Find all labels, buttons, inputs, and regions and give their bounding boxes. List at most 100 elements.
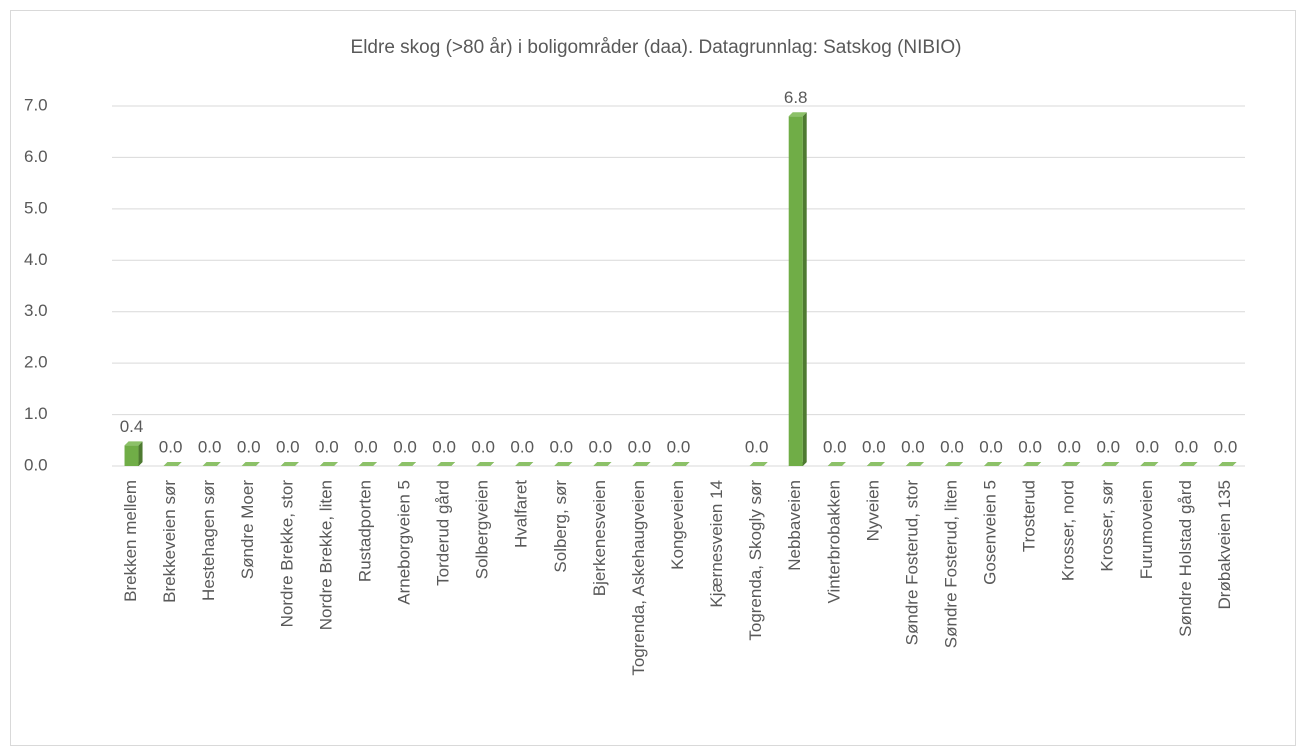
bar-top xyxy=(788,112,807,117)
x-tick-label: Rustadporten xyxy=(355,480,374,582)
y-tick-label: 7.0 xyxy=(24,95,48,114)
bar-top xyxy=(1140,462,1159,466)
x-tick-label: Brekkeveien sør xyxy=(160,480,179,603)
data-label: 0.0 xyxy=(667,437,691,456)
data-label: 0.0 xyxy=(1175,437,1199,456)
data-label: 0.0 xyxy=(432,437,456,456)
bar-top xyxy=(319,462,338,466)
x-tick-label: Søndre Fosterud, liten xyxy=(941,480,960,648)
bar-top xyxy=(1218,462,1237,466)
chart-title: Eldre skog (>80 år) i boligområder (daa)… xyxy=(351,37,962,58)
data-label: 0.0 xyxy=(628,437,652,456)
data-label: 0.0 xyxy=(315,437,339,456)
bar-top xyxy=(1179,462,1198,466)
data-label: 0.0 xyxy=(471,437,495,456)
x-tick-label: Drøbakveien 135 xyxy=(1215,480,1234,609)
data-label: 0.0 xyxy=(198,437,222,456)
y-tick-label: 5.0 xyxy=(24,198,48,217)
bar-top xyxy=(163,462,182,466)
x-tick-label: Nordre Brekke, liten xyxy=(316,480,335,630)
bar-top xyxy=(476,462,495,466)
x-tick-label: Søndre Fosterud, stor xyxy=(902,480,921,646)
y-tick-label: 0.0 xyxy=(24,455,48,474)
data-label: 0.0 xyxy=(862,437,886,456)
data-label: 0.4 xyxy=(120,417,144,436)
bar xyxy=(788,116,803,467)
data-label: 0.0 xyxy=(354,437,378,456)
x-tick-label: Søndre Moer xyxy=(238,480,257,580)
x-tick-label: Nebbaveien xyxy=(785,480,804,571)
x-tick-label: Nyveien xyxy=(863,480,882,541)
x-tick-label: Togrenda, Askehaugveien xyxy=(629,480,648,676)
x-tick-label: Nordre Brekke, stor xyxy=(277,480,296,628)
bar-top xyxy=(905,462,924,466)
x-tick-label: Solberg, sør xyxy=(551,480,570,573)
bar-top xyxy=(866,462,885,466)
bar-top xyxy=(280,462,299,466)
y-tick-label: 6.0 xyxy=(24,147,48,166)
bar-top xyxy=(984,462,1003,466)
x-tick-label: Krosser, sør xyxy=(1098,480,1117,572)
data-label: 0.0 xyxy=(276,437,300,456)
data-label: 6.8 xyxy=(784,88,808,107)
bar-top xyxy=(944,462,963,466)
x-tick-label: Furumoveien xyxy=(1137,480,1156,579)
chart-border xyxy=(10,10,1296,746)
bar-side xyxy=(138,441,143,466)
bar-top xyxy=(437,462,456,466)
x-tick-label: Arneborgveien 5 xyxy=(395,480,414,605)
bar-top xyxy=(124,441,143,446)
bar-top xyxy=(554,462,573,466)
data-label: 0.0 xyxy=(510,437,534,456)
bar-top xyxy=(1062,462,1081,466)
data-label: 0.0 xyxy=(549,437,573,456)
x-tick-label: Kongeveien xyxy=(668,480,687,570)
bar xyxy=(124,445,139,466)
data-label: 0.0 xyxy=(159,437,183,456)
x-tick-label: Solbergveien xyxy=(473,480,492,579)
x-tick-label: Hestehagen sør xyxy=(199,480,218,601)
x-tick-label: Krosser, nord xyxy=(1059,480,1078,581)
bar-top xyxy=(1101,462,1120,466)
data-label: 0.0 xyxy=(1096,437,1120,456)
y-tick-label: 3.0 xyxy=(24,301,48,320)
data-label: 0.0 xyxy=(589,437,613,456)
bar-top xyxy=(671,462,690,466)
x-tick-label: Torderud gård xyxy=(434,480,453,586)
data-label: 0.0 xyxy=(940,437,964,456)
data-label: 0.0 xyxy=(901,437,925,456)
bar-top xyxy=(1023,462,1042,466)
bar-top xyxy=(632,462,651,466)
data-label: 0.0 xyxy=(979,437,1003,456)
bar-top xyxy=(358,462,377,466)
data-label: 0.0 xyxy=(237,437,261,456)
data-label: 0.0 xyxy=(1057,437,1081,456)
x-tick-label: Vinterbrobakken xyxy=(824,480,843,604)
x-tick-label: Togrenda, Skogly sør xyxy=(746,480,765,641)
data-label: 0.0 xyxy=(1136,437,1160,456)
x-tick-label: Søndre Holstad gård xyxy=(1176,480,1195,637)
bar-side xyxy=(802,112,807,467)
bar-top xyxy=(398,462,417,466)
data-label: 0.0 xyxy=(823,437,847,456)
y-tick-label: 2.0 xyxy=(24,353,48,372)
bar-top xyxy=(827,462,846,466)
bar-top xyxy=(749,462,768,466)
data-label: 0.0 xyxy=(1018,437,1042,456)
x-tick-label: Gosenveien 5 xyxy=(981,480,1000,585)
x-tick-label: Trosterud xyxy=(1020,480,1039,552)
bar-top xyxy=(593,462,612,466)
x-tick-label: Bjerkenesveien xyxy=(590,480,609,596)
data-label: 0.0 xyxy=(393,437,417,456)
x-tick-label: Hvalfaret xyxy=(512,480,531,548)
bar-top xyxy=(202,462,221,466)
data-label: 0.0 xyxy=(1214,437,1238,456)
x-tick-label: Brekken mellem xyxy=(121,480,140,602)
bar-top xyxy=(241,462,260,466)
y-tick-label: 4.0 xyxy=(24,250,48,269)
y-tick-label: 1.0 xyxy=(24,404,48,423)
x-tick-label: Kjærnesveien 14 xyxy=(707,480,726,608)
data-label: 0.0 xyxy=(745,437,769,456)
bar-top xyxy=(515,462,534,466)
